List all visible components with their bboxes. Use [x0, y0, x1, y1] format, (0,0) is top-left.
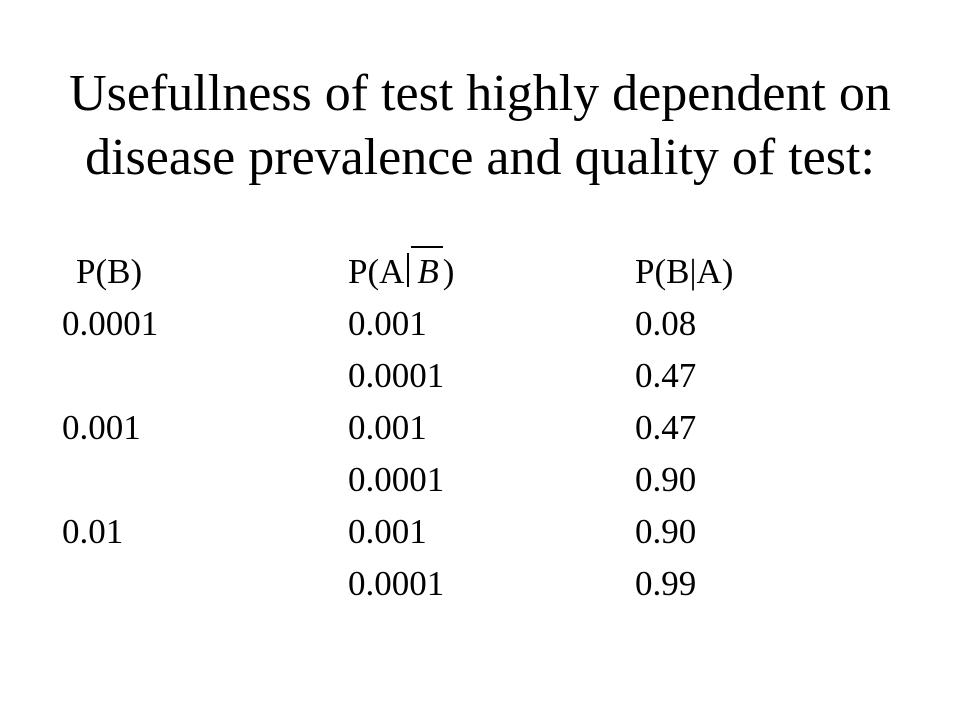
table-header-row: P(B) P(A B) P(B|A) [62, 246, 822, 302]
complement-overbar [411, 246, 443, 248]
cell-p-b-given-a: 0.47 [635, 356, 697, 395]
cell-p-a-given-not-b: 0.001 [348, 408, 427, 447]
cell-p-b: 0.001 [62, 408, 141, 447]
not-b-symbol: B [411, 246, 443, 294]
probability-table: P(B) P(A B) P(B|A) 0.0001 0.001 0.08 0.00… [62, 246, 822, 614]
title-line-1: Usefullness of test highly dependent on [69, 65, 891, 122]
cell-p-a-given-not-b: 0.0001 [348, 564, 445, 603]
header-p-a-suffix: ) [442, 252, 455, 291]
header-p-b-given-a: P(B|A) [635, 252, 734, 291]
header-p-b: P(B) [76, 252, 143, 291]
cell-p-b-given-a: 0.90 [635, 512, 697, 551]
cell-p-a-given-not-b: 0.0001 [348, 460, 445, 499]
cell-p-b: 0.01 [62, 512, 124, 551]
table-row: 0.01 0.001 0.90 [62, 510, 822, 562]
cell-p-a-given-not-b: 0.0001 [348, 356, 445, 395]
not-b-letter: B [417, 252, 439, 291]
cell-p-b-given-a: 0.08 [635, 304, 697, 343]
cell-p-b-given-a: 0.47 [635, 408, 697, 447]
table-row: 0.0001 0.90 [62, 458, 822, 510]
cell-p-a-given-not-b: 0.001 [348, 304, 427, 343]
header-p-a-given-not-b: P(A B) [348, 246, 455, 294]
conditional-bar [407, 253, 410, 287]
cell-p-b-given-a: 0.99 [635, 564, 697, 603]
cell-p-b-given-a: 0.90 [635, 460, 697, 499]
header-p-a-prefix: P(A [348, 252, 405, 291]
cell-p-b: 0.0001 [62, 304, 159, 343]
table-row: 0.001 0.001 0.47 [62, 406, 822, 458]
slide-title: Usefullness of test highly dependent on … [0, 62, 960, 190]
table-row: 0.0001 0.99 [62, 562, 822, 614]
table-row: 0.0001 0.47 [62, 354, 822, 406]
table-row: 0.0001 0.001 0.08 [62, 302, 822, 354]
title-line-2: disease prevalence and quality of test: [85, 129, 875, 186]
cell-p-a-given-not-b: 0.001 [348, 512, 427, 551]
